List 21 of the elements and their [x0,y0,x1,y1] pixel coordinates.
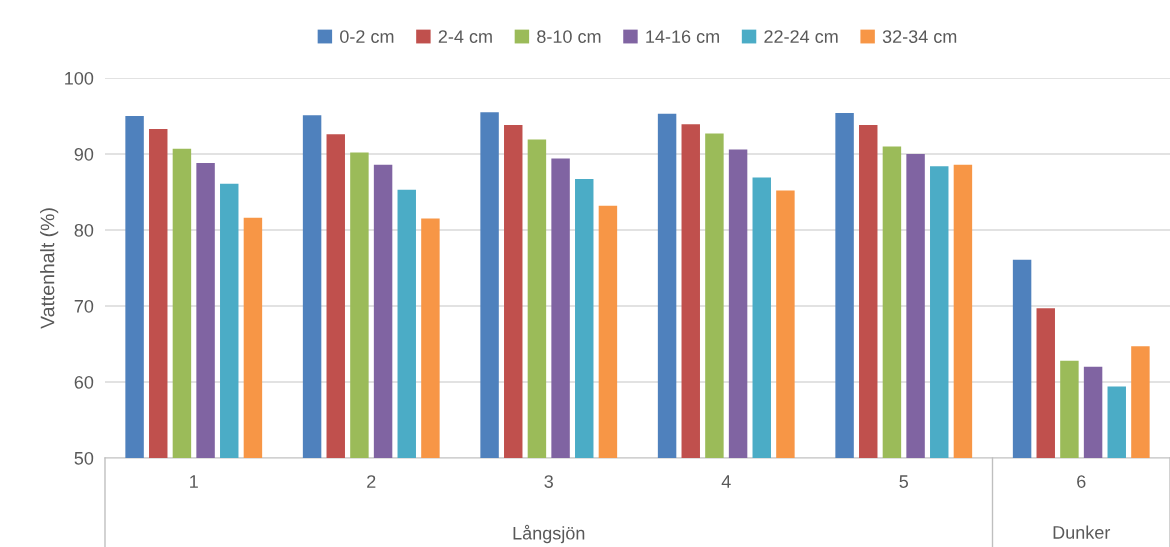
y-tick-label: 50 [74,451,94,465]
legend-label: 0-2 cm [340,30,394,43]
annotation: Dunker [1053,525,1111,539]
y-tick-label: 80 [74,223,94,237]
y-axis-title: Vattenhalt (%) [40,208,59,329]
y-tick-label: 100 [65,71,94,85]
annotation: Långsjön [513,524,585,544]
legend-label: 22-24 cm [764,30,838,43]
y-tick-label: 60 [74,375,94,389]
legend-label: 32-34 cm [882,30,957,43]
legend-label: 8-10 cm [537,30,601,43]
y-tick-label: 90 [74,147,94,161]
legend-label: 2-4 cm [438,30,492,43]
x-tick-label: 1 [190,475,198,488]
x-tick-label: 5 [899,475,909,488]
legend-label: 14-16 cm [646,30,719,43]
x-tick-label: 4 [721,475,731,488]
x-tick-label: 6 [1077,475,1086,488]
x-tick-label: 3 [544,475,553,488]
x-tick-label: 2 [367,475,376,488]
y-tick-label: 70 [74,299,94,313]
